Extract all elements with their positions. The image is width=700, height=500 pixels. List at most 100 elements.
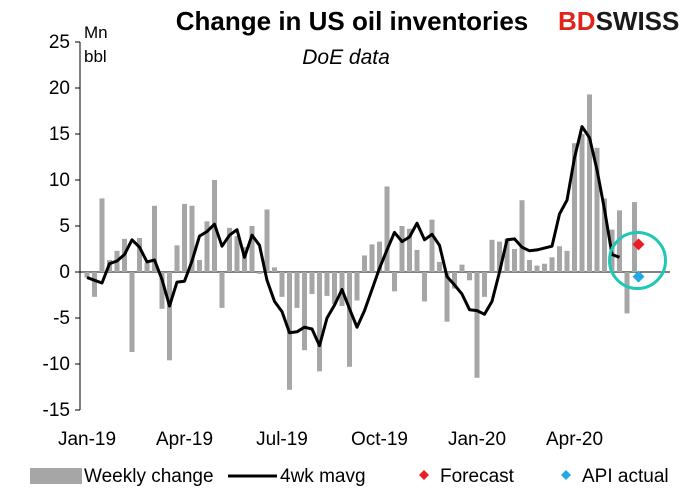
bar-weekly-change <box>587 94 592 272</box>
bar-weekly-change <box>549 257 555 272</box>
point-markers <box>608 231 667 290</box>
bar-weekly-change <box>594 147 600 272</box>
bar-weekly-change <box>369 244 375 272</box>
bar-weekly-change <box>242 247 247 272</box>
bar-weekly-change <box>249 226 255 272</box>
y-unit-line1: Mn <box>84 23 108 42</box>
bar-weekly-change <box>422 272 427 302</box>
bar-weekly-change <box>152 205 157 272</box>
bar-weekly-change <box>302 272 307 351</box>
bar-weekly-change <box>624 272 630 314</box>
y-tick-label: 20 <box>49 78 70 99</box>
bar-weekly-change <box>182 203 187 272</box>
bar-weekly-change <box>452 272 457 289</box>
bar-weekly-change <box>429 219 435 272</box>
y-tick-label: -5 <box>53 308 70 329</box>
y-tick-label: -15 <box>43 400 70 421</box>
bar-weekly-change <box>489 239 495 272</box>
y-tick-label: -10 <box>43 354 70 375</box>
bar-weekly-change <box>227 227 232 272</box>
bar-weekly-change <box>632 202 637 272</box>
y-unit-line2: bbl <box>84 47 107 66</box>
chart-title: Change in US oil inventories <box>176 6 529 36</box>
bar-weekly-change <box>317 272 322 372</box>
bar-weekly-change <box>332 272 337 305</box>
brand-bd: BD <box>558 6 596 36</box>
bar-weekly-change <box>459 264 465 272</box>
bar-weekly-change <box>602 198 607 272</box>
annotation-circle <box>608 231 667 290</box>
bar-weekly-change <box>144 262 150 272</box>
y-tick-label: 0 <box>59 262 70 283</box>
legend-label-api-actual: API actual <box>582 466 669 487</box>
bar-weekly-change <box>437 261 442 272</box>
legend-label-weekly-change: Weekly change <box>84 466 214 487</box>
bar-weekly-change <box>219 272 225 308</box>
bar-weekly-change <box>579 134 585 272</box>
bar-weekly-change <box>99 198 105 272</box>
bar-weekly-change <box>347 272 352 367</box>
brand-swiss: SWISS <box>596 6 680 36</box>
bar-weekly-change <box>512 249 517 272</box>
legend-swatch-weekly-change <box>30 468 82 484</box>
bar-weekly-change <box>407 228 412 272</box>
y-tick-label: 15 <box>49 124 70 145</box>
bar-weekly-change <box>309 272 315 295</box>
bar-weekly-change <box>474 272 480 378</box>
bar-weekly-change <box>84 272 90 278</box>
bar-weekly-change <box>234 236 240 272</box>
y-tick-label: 25 <box>49 32 70 53</box>
bar-weekly-change <box>257 272 262 274</box>
bar-weekly-change <box>482 272 487 297</box>
bar-weekly-change <box>542 263 547 272</box>
legend-label-forecast: Forecast <box>440 466 515 487</box>
brand-text: BDSWISS <box>558 6 679 36</box>
bar-weekly-change <box>197 260 202 272</box>
bar-weekly-change <box>617 210 622 272</box>
bar-weekly-change <box>167 272 172 361</box>
legend: Weekly change 4wk mavg Forecast API actual <box>30 466 669 487</box>
bar-weekly-change <box>384 186 390 272</box>
brand-logo: BDSWISS <box>558 6 679 36</box>
x-tick-label: Jan-19 <box>58 429 116 450</box>
bar-weekly-change <box>504 238 510 272</box>
bar-weekly-change <box>572 143 577 272</box>
x-tick-label: Oct-19 <box>351 429 408 450</box>
bar-weekly-change <box>497 241 502 272</box>
bar-weekly-change <box>392 272 397 292</box>
y-tick-label: 5 <box>59 216 70 237</box>
bar-weekly-change <box>279 272 285 297</box>
legend-swatch-api-actual <box>561 470 571 480</box>
bar-weekly-change <box>174 245 180 272</box>
bar-weekly-change <box>159 272 165 309</box>
y-tick-label: 10 <box>49 170 70 191</box>
bar-weekly-change <box>519 200 525 272</box>
legend-label-4wk-mavg: 4wk mavg <box>280 466 366 487</box>
bar-weekly-change <box>137 237 142 272</box>
bar-weekly-change <box>564 250 570 272</box>
bar-weekly-change <box>534 265 540 272</box>
bar-weekly-change <box>557 246 562 272</box>
chart-subtitle: DoE data <box>302 46 390 69</box>
bar-weekly-change <box>354 272 360 301</box>
x-tick-label: Apr-20 <box>546 429 603 450</box>
bar-weekly-change <box>527 260 532 272</box>
bar-weekly-change <box>294 272 300 308</box>
bar-weekly-change <box>399 226 405 272</box>
axes: 25 20 15 10 5 0 -5 -10 -15 Jan-19 Apr-19 Jul-19 Oct-… <box>43 32 670 450</box>
bar-weekly-change <box>414 249 420 272</box>
x-tick-label: Jul-19 <box>256 429 308 450</box>
point-forecast <box>632 238 645 251</box>
bar-weekly-change <box>204 221 210 272</box>
bar-weekly-change <box>467 272 472 281</box>
bar-weekly-change <box>324 272 330 296</box>
x-tick-label: Jan-20 <box>448 429 506 450</box>
legend-swatch-forecast <box>419 470 429 480</box>
bar-weekly-change <box>92 272 97 297</box>
bar-weekly-change <box>444 272 450 322</box>
bar-weekly-change <box>377 241 382 272</box>
bar-weekly-change <box>129 272 135 353</box>
bar-weekly-change <box>189 205 195 272</box>
line-series-4wk-mavg <box>86 125 621 348</box>
